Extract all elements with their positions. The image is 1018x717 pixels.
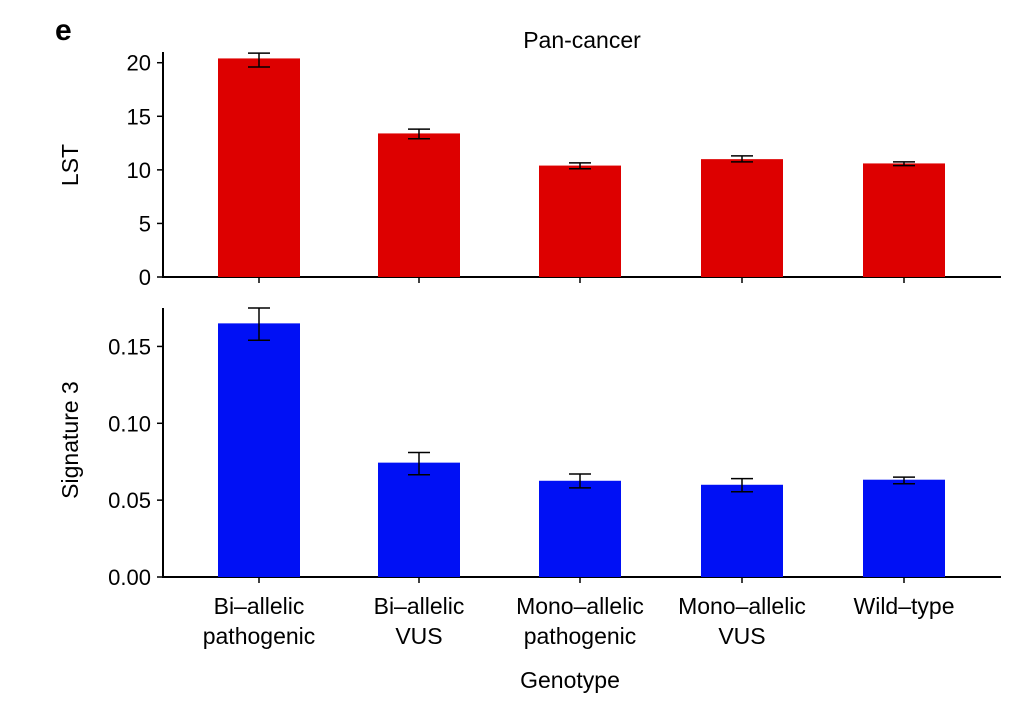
bar <box>701 484 783 577</box>
bar <box>218 323 300 577</box>
x-tick-label: Bi–allelic pathogenic <box>203 593 316 649</box>
x-axis-label: Genotype <box>520 667 620 693</box>
bar <box>863 163 945 277</box>
bar <box>378 462 460 577</box>
x-tick-label: Mono–allelic pathogenic <box>516 593 644 649</box>
panel-label: e <box>55 14 72 47</box>
bar <box>378 133 460 277</box>
y-tick-label: 5 <box>139 211 151 236</box>
y-tick-label: 0 <box>139 265 151 290</box>
y-tick-label: 0.00 <box>108 565 151 590</box>
bar <box>863 479 945 577</box>
x-tick-label: Wild–type <box>854 593 955 619</box>
top-y-label: LST <box>57 144 83 186</box>
bar <box>539 165 621 277</box>
y-tick-label: 15 <box>127 104 151 129</box>
bar <box>539 480 621 577</box>
y-tick-label: 0.10 <box>108 411 151 436</box>
y-tick-label: 20 <box>127 51 151 76</box>
x-tick-label: Bi–allelic VUS <box>374 593 465 649</box>
bottom-y-label: Signature 3 <box>57 381 83 499</box>
chart-title: Pan-cancer <box>523 27 641 53</box>
bar <box>218 58 300 277</box>
y-tick-label: 10 <box>127 158 151 183</box>
bar <box>701 159 783 277</box>
y-tick-label: 0.05 <box>108 488 151 513</box>
x-tick-label: Mono–allelic VUS <box>678 593 806 649</box>
y-tick-label: 0.15 <box>108 334 151 359</box>
